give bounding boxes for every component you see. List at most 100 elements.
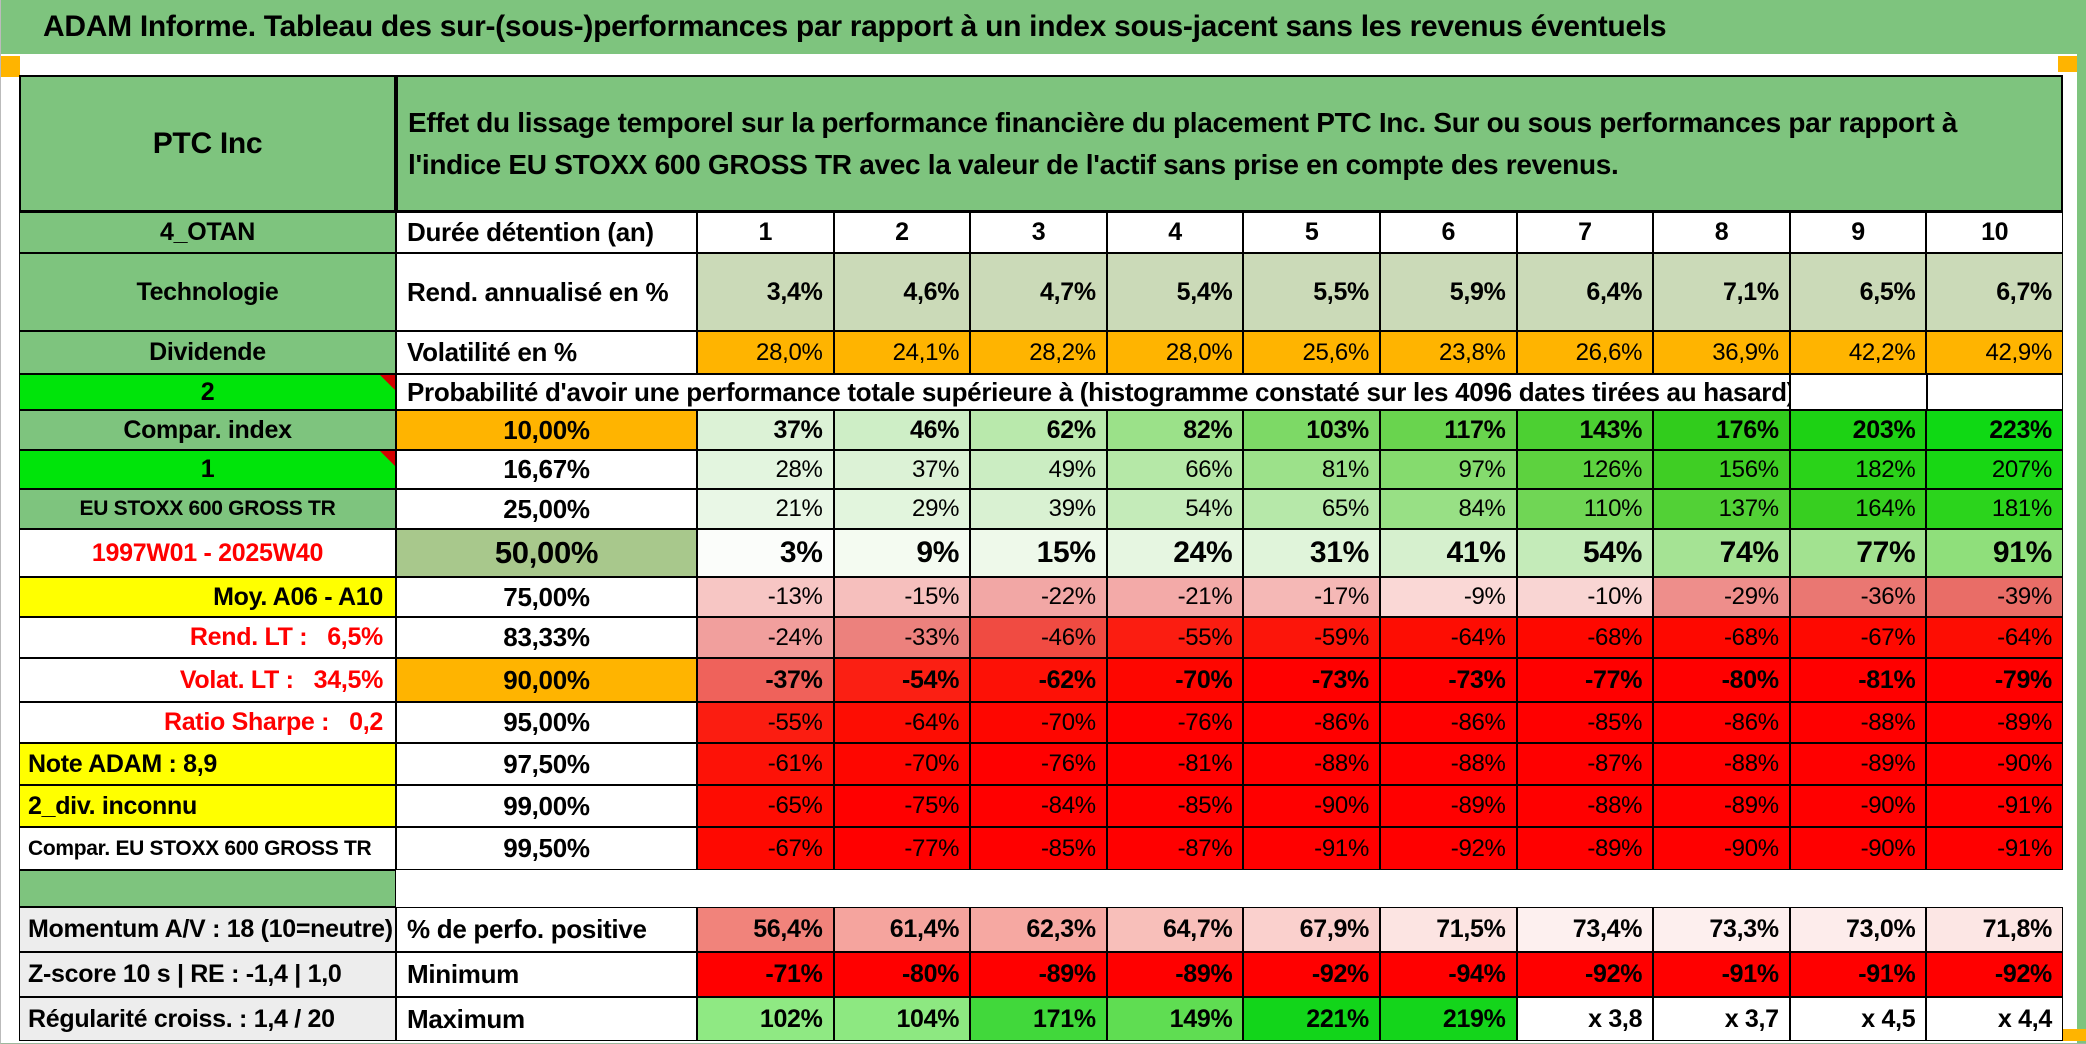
- data-cell-p95-col3: -70%: [970, 702, 1107, 743]
- data-cell-fpos-col2: 61,4%: [833, 907, 971, 952]
- data-cell-p25-col5: 65%: [1243, 489, 1380, 529]
- data-cell-p25-col3: 39%: [970, 489, 1107, 529]
- data-cell-fmax-col8: x 3,7: [1653, 997, 1790, 1041]
- data-cell-p50-col1: 3%: [697, 529, 834, 577]
- data-cell-p995-col10: -91%: [1926, 827, 2063, 870]
- data-cell-volat-col7: 26,6%: [1516, 331, 1654, 374]
- data-cell-fmax-col2: 104%: [833, 997, 971, 1041]
- table-row-p995: Compar. EU STOXX 600 GROSS TR 99,50% -67% -…: [19, 827, 2063, 870]
- data-cell-p975-col6: -88%: [1380, 743, 1517, 785]
- row-label-proba[interactable]: 2: [19, 374, 396, 410]
- report-title: ADAM Informe. Tableau des sur-(sous-)per…: [1, 0, 2086, 54]
- data-cell-fmax-col6: 219%: [1380, 997, 1517, 1041]
- data-cell-duree-col3: 3: [970, 212, 1107, 253]
- table-row-p95: Ratio Sharpe : 0,2 95,00% -55% -64% -70% -76%…: [19, 702, 2063, 743]
- data-cell-p975-col3: -76%: [970, 743, 1107, 785]
- row-label-p25: EU STOXX 600 GROSS TR: [19, 489, 396, 529]
- data-cell-p8333-col5: -59%: [1243, 617, 1380, 658]
- table-row-p50: 1997W01 - 2025W40 50,00% 3% 9% 15% 24% 31% 41% 5…: [19, 529, 2063, 577]
- data-cell-p995-col1: -67%: [697, 827, 834, 870]
- data-cell-p95-col1: -55%: [697, 702, 834, 743]
- table-row-fmin: Z-score 10 s | RE : -1,4 | 1,0 Minimum -71…: [19, 952, 2063, 997]
- data-cell-p99-col8: -89%: [1653, 785, 1790, 827]
- data-cell-p995-col5: -91%: [1243, 827, 1380, 870]
- data-cell-p10-col6: 117%: [1380, 410, 1517, 450]
- data-cell-p90-col2: -54%: [833, 658, 971, 702]
- data-cell-rend-col1: 3,4%: [697, 253, 834, 331]
- data-cell-p50-col9: 77%: [1789, 529, 1927, 577]
- table-row-rend: Technologie Rend. annualisé en % 3,4% 4,6% 4…: [19, 253, 2063, 331]
- data-cell-p1667-col3: 49%: [970, 450, 1107, 489]
- data-cell-p50-col8: 74%: [1653, 529, 1790, 577]
- data-cell-p1667-col5: 81%: [1243, 450, 1380, 489]
- separator-row: [19, 870, 2063, 907]
- row-label-p1667[interactable]: 1: [19, 450, 396, 489]
- data-cell-rend-col10: 6,7%: [1926, 253, 2063, 331]
- data-cell-fpos-col9: 73,0%: [1789, 907, 1927, 952]
- data-cell-fmax-col3: 171%: [970, 997, 1107, 1041]
- data-cell-p99-col2: -75%: [833, 785, 971, 827]
- data-cell-p8333-col3: -46%: [970, 617, 1107, 658]
- data-cell-p99-col5: -90%: [1243, 785, 1380, 827]
- data-cell-p75-col10: -39%: [1926, 577, 2063, 617]
- row-label-p10: Compar. index: [19, 410, 396, 450]
- data-cell-p25-col6: 84%: [1380, 489, 1517, 529]
- row-param-p50: 50,00%: [396, 529, 697, 577]
- data-cell-fmin-col1: -71%: [697, 952, 834, 997]
- data-cell-p90-col4: -70%: [1106, 658, 1244, 702]
- row-param-p25: 25,00%: [396, 489, 697, 529]
- data-cell-rend-col7: 6,4%: [1516, 253, 1654, 331]
- data-cell-fmin-col9: -91%: [1789, 952, 1927, 997]
- orange-marker-bottom-right: [2063, 1029, 2086, 1041]
- data-cell-p975-col1: -61%: [697, 743, 834, 785]
- data-cell-fmax-col9: x 4,5: [1789, 997, 1927, 1041]
- data-cell-p50-col3: 15%: [970, 529, 1107, 577]
- data-cell-fmin-col2: -80%: [833, 952, 971, 997]
- data-cell-p50-col4: 24%: [1106, 529, 1244, 577]
- data-cell-fpos-col6: 71,5%: [1380, 907, 1517, 952]
- data-cell-p75-col4: -21%: [1106, 577, 1244, 617]
- row-label-p75: Moy. A06 - A10: [19, 577, 396, 617]
- data-cell-p1667-col10: 207%: [1926, 450, 2063, 489]
- data-cell-p10-col4: 82%: [1106, 410, 1244, 450]
- data-cell-p10-col9: 203%: [1789, 410, 1927, 450]
- data-cell-p995-col2: -77%: [833, 827, 971, 870]
- data-cell-p75-col1: -13%: [697, 577, 834, 617]
- row-param-rend: Rend. annualisé en %: [396, 253, 697, 331]
- data-cell-volat-col4: 28,0%: [1106, 331, 1244, 374]
- data-cell-p8333-col6: -64%: [1380, 617, 1517, 658]
- data-cell-p8333-col10: -64%: [1926, 617, 2063, 658]
- data-cell-p995-col3: -85%: [970, 827, 1107, 870]
- data-cell-p975-col7: -87%: [1516, 743, 1654, 785]
- data-cell-p975-col4: -81%: [1106, 743, 1244, 785]
- asset-name-cell: PTC Inc: [19, 75, 396, 212]
- cutoff-glyph: AA: [19, 1041, 396, 1043]
- data-cell-fpos-col4: 64,7%: [1106, 907, 1244, 952]
- data-cell-rend-col2: 4,6%: [833, 253, 971, 331]
- data-cell-rend-col4: 5,4%: [1106, 253, 1244, 331]
- data-cell-fmin-col4: -89%: [1106, 952, 1244, 997]
- empty-cell: [1790, 374, 1927, 410]
- data-cell-volat-col6: 23,8%: [1380, 331, 1517, 374]
- orange-marker-top-right: [2058, 56, 2077, 72]
- data-cell-duree-col4: 4: [1106, 212, 1244, 253]
- separator-empty: [396, 870, 2063, 907]
- data-cell-fmax-col1: 102%: [697, 997, 834, 1041]
- row-label-p8333: Rend. LT : 6,5%: [19, 617, 396, 658]
- data-cell-p1667-col2: 37%: [833, 450, 971, 489]
- data-cell-p99-col6: -89%: [1380, 785, 1517, 827]
- data-cell-p10-col5: 103%: [1243, 410, 1380, 450]
- data-cell-rend-col5: 5,5%: [1243, 253, 1380, 331]
- data-cell-p8333-col4: -55%: [1106, 617, 1244, 658]
- data-cell-fpos-col1: 56,4%: [697, 907, 834, 952]
- data-cell-p10-col8: 176%: [1653, 410, 1790, 450]
- data-cell-p95-col2: -64%: [833, 702, 971, 743]
- data-cell-duree-col8: 8: [1653, 212, 1790, 253]
- data-cell-duree-col1: 1: [697, 212, 834, 253]
- footer-rows: Momentum A/V : 18 (10=neutre)% de perfo.…: [19, 907, 2063, 1041]
- data-cell-p8333-col7: -68%: [1516, 617, 1654, 658]
- row-param-p90: 90,00%: [396, 658, 697, 702]
- row-label-p95: Ratio Sharpe : 0,2: [19, 702, 396, 743]
- data-cell-p995-col7: -89%: [1516, 827, 1654, 870]
